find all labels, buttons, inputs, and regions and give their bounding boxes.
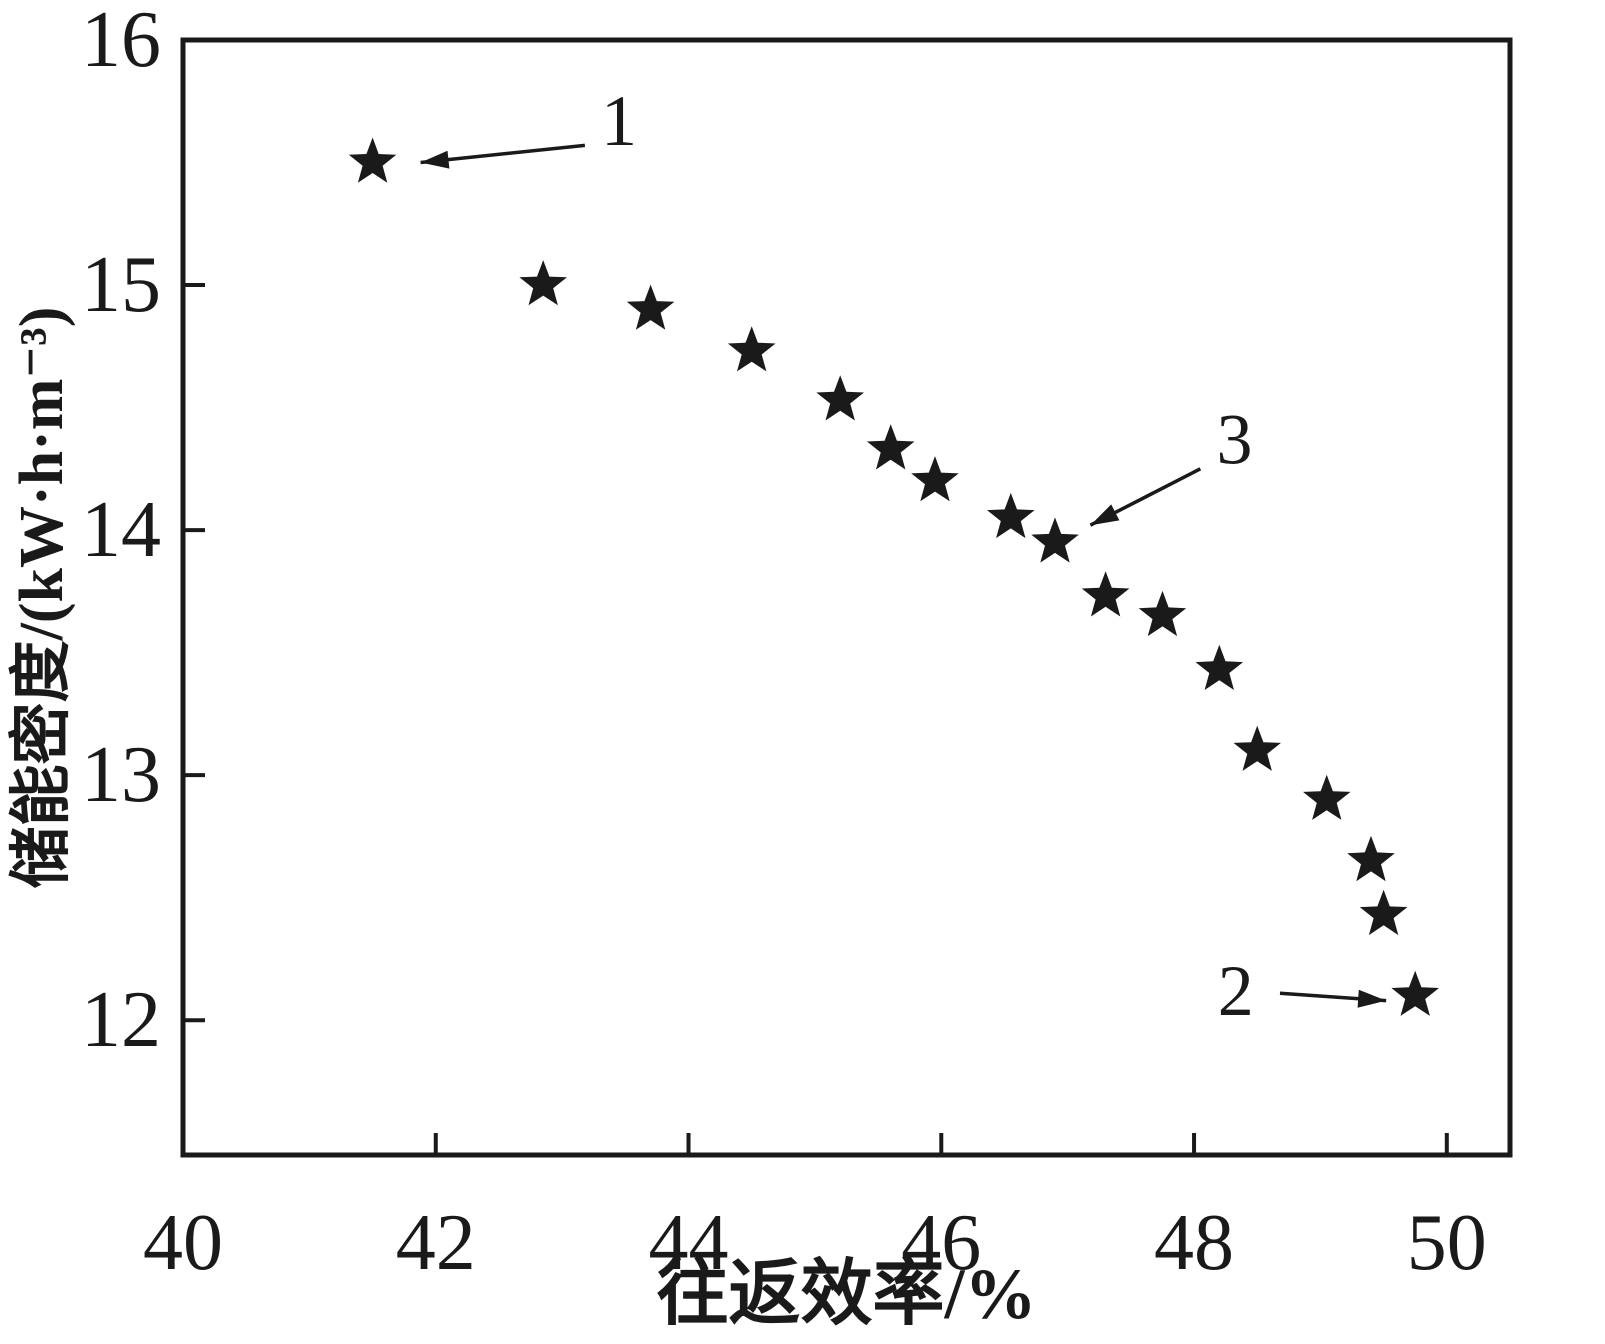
y-tick-label: 16 xyxy=(81,0,161,84)
annotation-arrowhead xyxy=(420,150,450,169)
x-tick-label: 50 xyxy=(1407,1199,1487,1287)
data-point-star xyxy=(867,424,915,470)
y-tick-label: 15 xyxy=(81,241,161,329)
data-point-star xyxy=(816,375,864,421)
data-point-star xyxy=(1303,774,1351,820)
data-point-star xyxy=(1347,835,1395,882)
y-axis-title: 储能密度/(kW·h·m⁻³) xyxy=(7,307,76,889)
data-point-star xyxy=(1081,571,1130,617)
data-point-star xyxy=(1359,889,1408,936)
y-tick-label: 13 xyxy=(81,731,161,819)
data-point-star xyxy=(1195,644,1244,690)
y-tick-label: 12 xyxy=(81,976,161,1064)
annotation-label: 2 xyxy=(1218,951,1254,1031)
annotation-arrowhead xyxy=(1357,989,1387,1008)
data-point-star xyxy=(1233,725,1281,771)
x-axis-title: 往返效率/% xyxy=(656,1254,1036,1334)
annotation-label: 3 xyxy=(1216,399,1252,479)
data-point-star xyxy=(519,260,567,306)
x-tick-label: 46 xyxy=(901,1199,981,1287)
y-tick-label: 14 xyxy=(81,486,161,574)
data-point-star xyxy=(727,326,776,372)
data-point-star xyxy=(1031,517,1079,563)
x-tick-label: 48 xyxy=(1154,1199,1234,1287)
data-point-star xyxy=(348,137,397,183)
data-point-star xyxy=(626,284,675,330)
data-point-star xyxy=(1138,590,1187,637)
axis-frame xyxy=(180,37,1513,1158)
annotation-label: 1 xyxy=(601,81,637,161)
data-point-star xyxy=(911,456,959,502)
x-tick-label: 44 xyxy=(649,1199,729,1287)
x-tick-label: 40 xyxy=(143,1199,223,1287)
x-tick-label: 42 xyxy=(396,1199,476,1287)
annotation-arrowhead xyxy=(1090,504,1120,526)
data-point-star xyxy=(1391,970,1439,1016)
data-point-star xyxy=(987,492,1035,539)
